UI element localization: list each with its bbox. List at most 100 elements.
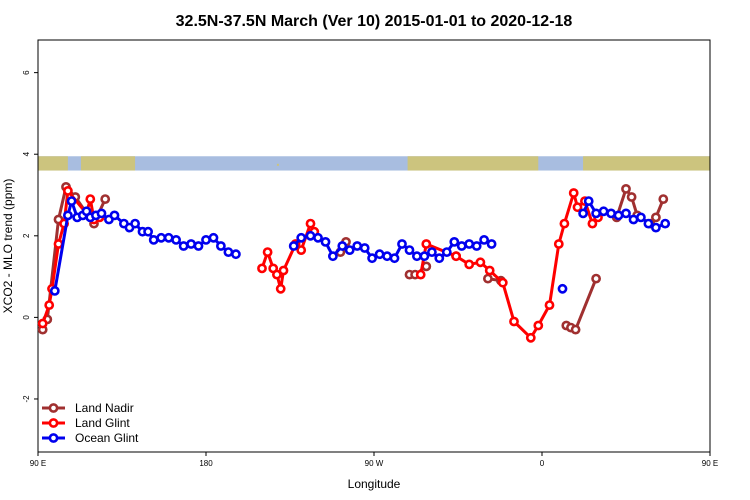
ocean-glint-point-43	[404, 245, 415, 255]
x-tick-label-2: 90 W	[365, 459, 384, 468]
x-tick-label-3: 0	[540, 459, 545, 468]
land-glint-point-13	[271, 269, 282, 280]
ocean-glint-point-55	[557, 283, 568, 294]
y-axis-label: XCO2 - MLO trend (ppm)	[1, 179, 15, 314]
land-nadir-point-6	[100, 194, 111, 204]
land-glint-point-29	[533, 320, 544, 331]
land-glint-point-18	[305, 218, 316, 229]
land-glint-point-33	[568, 188, 579, 198]
land-glint-point-10	[257, 263, 267, 274]
ocean-glint-point-59	[598, 206, 609, 217]
ocean-glint-point-24	[208, 232, 219, 243]
ocean-glint-point-38	[367, 253, 377, 264]
land-glint-point-22	[451, 251, 461, 262]
land-glint-line-2	[419, 191, 600, 340]
land-glint-line-0	[41, 189, 101, 324]
land-glint-point-27	[509, 316, 519, 327]
y-tick-label-4: 6	[22, 70, 31, 75]
ocean-glint-point-53	[479, 234, 489, 245]
y-tick-label-3: 4	[22, 151, 31, 156]
band-land-1	[80, 156, 136, 171]
ocean-glint-point-52	[471, 241, 482, 251]
legend-marker-ocean-glint	[48, 433, 59, 443]
ocean-glint-point-17	[156, 232, 167, 243]
legend-item-land-glint: Land Glint	[42, 416, 130, 430]
legend-marker-land-nadir	[48, 403, 59, 413]
land-glint-point-17	[296, 245, 307, 255]
legend-label-land-nadir: Land Nadir	[75, 401, 134, 415]
series-ocean-glint	[49, 196, 671, 296]
ocean-glint-point-41	[389, 253, 400, 264]
ocean-glint-point-13	[130, 218, 140, 229]
land-glint-point-21	[421, 239, 432, 249]
plot-frame	[37, 39, 711, 453]
land-glint-point-20	[415, 269, 426, 280]
ocean-glint-point-21	[186, 239, 196, 249]
ocean-glint-point-28	[288, 241, 299, 251]
legend-item-land-nadir: Land Nadir	[42, 401, 134, 415]
ocean-glint-point-15	[143, 226, 153, 237]
ocean-glint-point-10	[109, 210, 120, 221]
land-glint-point-7	[85, 194, 96, 204]
land-nadir-point-13	[482, 273, 493, 284]
ocean-glint-point-62	[621, 208, 631, 219]
chart-title: 32.5N-37.5N March (Ver 10) 2015-01-01 to…	[176, 13, 573, 30]
ocean-glint-point-56	[578, 208, 588, 219]
band-land-0	[38, 156, 68, 171]
ocean-glint-point-19	[171, 234, 181, 245]
ocean-glint-point-57	[583, 196, 594, 206]
land-mask-band	[38, 156, 710, 171]
ocean-glint-point-51	[464, 239, 475, 249]
ocean-glint-point-66	[651, 222, 661, 233]
ocean-glint-point-39	[374, 249, 385, 260]
land-glint-point-31	[553, 239, 564, 249]
ocean-glint-point-48	[441, 247, 452, 257]
series-land-nadir	[37, 181, 669, 335]
ocean-glint-point-44	[411, 251, 422, 262]
band-island-1	[54, 159, 57, 162]
ocean-glint-point-30	[305, 230, 316, 241]
land-nadir-point-25	[658, 194, 669, 204]
y-tick-label-0: -2	[22, 395, 31, 403]
land-glint-point-30	[544, 300, 555, 310]
ocean-glint-point-23	[201, 234, 211, 245]
land-glint-point-36	[587, 218, 598, 229]
ocean-glint-point-25	[215, 241, 226, 251]
band-island-3	[452, 160, 456, 163]
x-tick-label-0: 90 E	[30, 459, 46, 468]
land-glint-point-11	[262, 247, 273, 257]
band-island-6	[661, 163, 663, 166]
y-tick-label-2: 2	[22, 233, 31, 238]
land-glint-point-28	[525, 332, 536, 343]
ocean-glint-point-36	[352, 241, 363, 251]
land-glint-point-14	[275, 283, 286, 294]
ocean-glint-point-32	[320, 236, 331, 247]
ocean-glint-point-61	[613, 210, 624, 221]
ocean-glint-point-47	[434, 253, 445, 264]
ocean-glint-point-2	[66, 196, 77, 206]
series-land-glint	[37, 185, 603, 343]
band-ocean	[38, 156, 710, 171]
ocean-glint-point-16	[148, 234, 159, 245]
land-nadir-line-5	[565, 278, 598, 332]
legend-label-ocean-glint: Ocean Glint	[75, 431, 139, 445]
land-glint-point-15	[278, 265, 289, 276]
x-axis-label: Longitude	[348, 477, 401, 491]
ocean-glint-point-8	[96, 208, 107, 219]
ocean-glint-point-46	[426, 247, 437, 257]
x-tick-label-4: 90 E	[702, 459, 718, 468]
axis-ticks: 90 E 180 90 W 0 90 E -2 0 2 4 6	[22, 70, 718, 468]
land-glint-point-25	[484, 265, 495, 276]
ocean-glint-point-34	[337, 241, 348, 251]
land-nadir-point-24	[651, 212, 661, 223]
band-island-0	[45, 162, 48, 165]
ocean-glint-point-67	[660, 218, 671, 229]
land-glint-point-1	[44, 300, 55, 310]
band-island-5	[620, 160, 623, 163]
ocean-glint-point-50	[456, 241, 467, 251]
ocean-glint-point-22	[193, 241, 204, 251]
land-nadir-point-18	[591, 273, 601, 284]
ocean-glint-point-1	[63, 210, 73, 221]
